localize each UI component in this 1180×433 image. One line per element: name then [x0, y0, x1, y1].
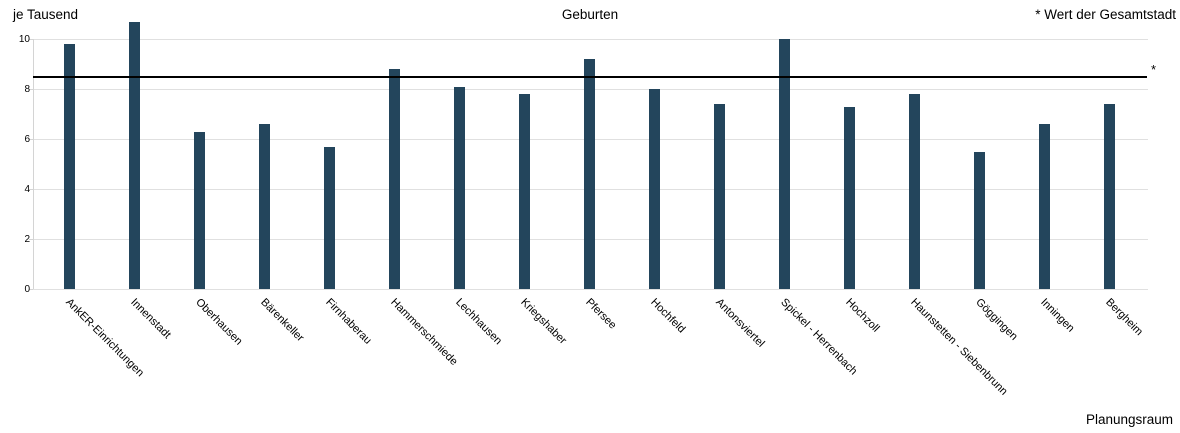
chart-title: Geburten [561, 7, 619, 22]
bar-inningen [1038, 124, 1050, 289]
y-tick-mark [29, 189, 33, 190]
x-category-label: Innenstadt [128, 296, 174, 342]
x-category-label: Bergheim [1103, 296, 1145, 339]
bar-hammerschmiede [388, 69, 400, 289]
y-tick-label: 8 [24, 84, 30, 95]
bar-hochzoll [843, 106, 855, 289]
bar-innenstadt [128, 21, 140, 289]
x-category-label: Inningen [1038, 296, 1077, 335]
y-tick-label: 0 [24, 284, 30, 295]
bar-antonsviertel [713, 104, 725, 289]
reference-line [33, 76, 1147, 78]
x-axis-title: Planungsraum [1085, 412, 1173, 427]
x-category-label: Firnhaberau [323, 296, 374, 347]
bar-bärenkeller [258, 124, 270, 289]
x-category-label: Oberhausen [193, 296, 245, 348]
x-category-label: Hammerschmiede [388, 296, 460, 368]
y-tick-label: 10 [18, 34, 30, 45]
bar-pfersee [583, 59, 595, 289]
y-tick-mark [29, 239, 33, 240]
bar-haunstetten-siebenbrunn [908, 94, 920, 289]
bar-lechhausen [453, 86, 465, 289]
reference-line-marker: * [1151, 61, 1157, 77]
bar-anker-einrichtungen [63, 44, 75, 289]
x-category-label: Lechhausen [453, 296, 505, 348]
y-axis-line [33, 39, 34, 289]
y-tick-mark [29, 89, 33, 90]
x-category-label: Pfersee [583, 296, 619, 332]
gridline-y0 [33, 289, 1148, 290]
gridline-y10 [33, 39, 1148, 40]
y-tick-mark [29, 139, 33, 140]
bar-göggingen [973, 151, 985, 289]
y-tick-mark [29, 289, 33, 290]
x-category-label: Hochzoll [843, 296, 882, 335]
y-tick-label: 6 [24, 134, 30, 145]
x-category-label: Kriegshaber [518, 296, 569, 347]
bar-spickel-herrenbach [778, 39, 790, 289]
y-tick-label: 4 [24, 184, 30, 195]
x-category-label: Antonsviertel [713, 296, 767, 350]
legend-note: * Wert der Gesamtstadt [1035, 7, 1176, 22]
bar-bergheim [1103, 104, 1115, 289]
x-category-label: Göggingen [973, 296, 1020, 343]
bar-firnhaberau [323, 146, 335, 289]
y-tick-mark [29, 39, 33, 40]
y-axis-title: je Tausend [13, 7, 79, 22]
y-tick-label: 2 [24, 234, 30, 245]
bar-hochfeld [648, 89, 660, 289]
bar-oberhausen [193, 131, 205, 289]
x-category-label: Bärenkeller [258, 296, 307, 345]
x-category-label: Hochfeld [648, 296, 688, 336]
bar-kriegshaber [518, 94, 530, 289]
